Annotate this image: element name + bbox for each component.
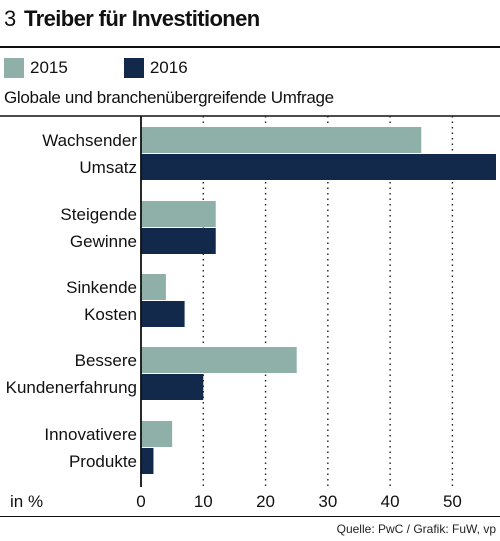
x-tick-label-40: 40 [381, 492, 400, 511]
category-label-1-0: Steigende [60, 205, 137, 224]
category-label-0-0: Wachsender [42, 131, 137, 150]
x-tick-label-50: 50 [443, 492, 462, 511]
bar-2016-1 [141, 228, 216, 254]
category-label-4-0: Innovativere [44, 425, 137, 444]
x-tick-label-20: 20 [256, 492, 275, 511]
legend-item-2015: 2015 [4, 58, 68, 78]
category-label-1-1: Gewinne [70, 232, 137, 251]
bar-2015-4 [141, 421, 173, 447]
chart-subtitle: Globale und branchenübergreifende Umfrag… [4, 88, 334, 107]
legend-swatch-2016 [123, 58, 144, 78]
bar-2016-4 [141, 448, 154, 474]
bar-2015-3 [141, 347, 297, 373]
x-tick-label-0: 0 [136, 492, 145, 511]
legend: 2015 2016 [4, 58, 244, 78]
bar-2015-1 [141, 201, 216, 227]
figure-number: 3 [4, 6, 16, 31]
category-label-2-0: Sinkende [66, 278, 137, 297]
bar-2016-3 [141, 374, 204, 400]
x-tick-label-10: 10 [194, 492, 213, 511]
bar-2015-2 [141, 274, 166, 300]
category-label-2-1: Kosten [84, 305, 137, 324]
x-axis-unit-label: in % [10, 492, 43, 511]
category-label-3-1: Kundenerfahrung [6, 378, 137, 397]
category-label-0-1: Umsatz [79, 158, 137, 177]
source-note: Quelle: PwC / Grafik: FuW, vp [336, 522, 496, 536]
legend-item-2016: 2016 [123, 58, 188, 78]
chart-title: Treiber für Investitionen [24, 6, 260, 31]
footer-rule [0, 516, 500, 517]
bar-2016-0 [141, 154, 496, 180]
legend-label-2016: 2016 [149, 58, 188, 77]
legend-label-2015: 2015 [30, 58, 68, 77]
title-rule [0, 46, 500, 48]
category-label-3-0: Bessere [75, 351, 137, 370]
x-tick-label-30: 30 [318, 492, 337, 511]
legend-swatch-2015 [4, 58, 24, 78]
bar-2016-2 [141, 301, 185, 327]
bar-2015-0 [141, 127, 422, 153]
category-label-4-1: Produkte [69, 452, 137, 471]
